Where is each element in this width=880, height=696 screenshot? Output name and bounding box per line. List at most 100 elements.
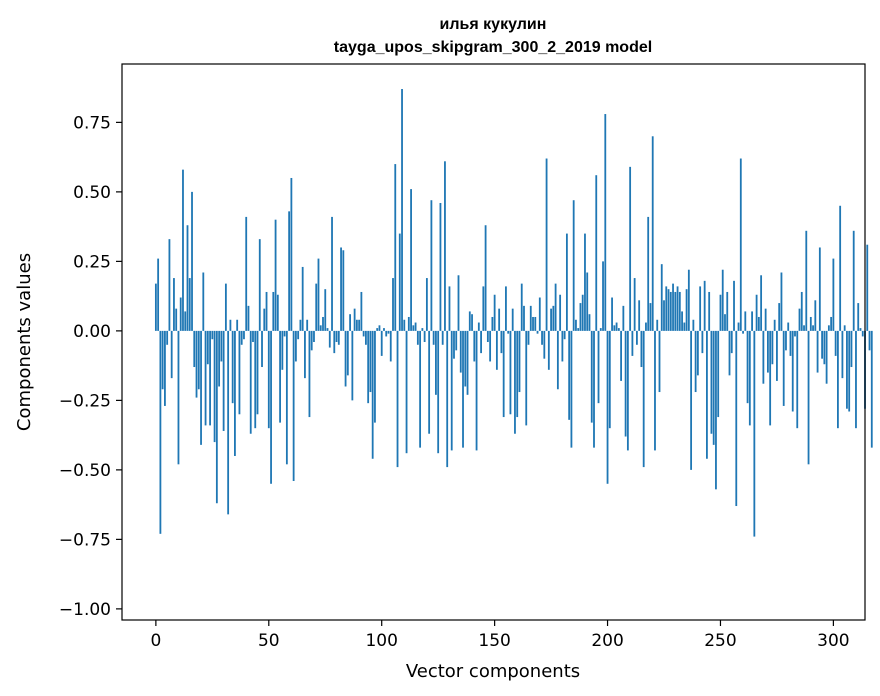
y-tick-label: −1.00 xyxy=(59,600,111,620)
bar xyxy=(229,319,232,331)
bar xyxy=(730,330,733,354)
bar xyxy=(861,330,864,337)
bar xyxy=(742,330,744,334)
bar xyxy=(441,330,444,345)
bar xyxy=(444,161,446,331)
bar xyxy=(803,325,805,331)
bar xyxy=(687,269,690,331)
bar xyxy=(622,305,625,331)
y-tick-label: −0.75 xyxy=(59,530,111,550)
bar xyxy=(821,330,823,359)
bar xyxy=(315,283,318,331)
bar xyxy=(243,330,245,340)
bar xyxy=(292,330,295,481)
bar xyxy=(170,330,173,379)
bar xyxy=(647,216,650,331)
bar xyxy=(848,330,851,412)
bar xyxy=(785,330,787,351)
bar xyxy=(349,314,351,331)
bar xyxy=(200,330,202,445)
bar xyxy=(376,328,379,331)
bar xyxy=(416,330,419,345)
bar xyxy=(787,322,790,331)
bar xyxy=(640,330,643,368)
bar xyxy=(563,330,566,340)
bar xyxy=(299,319,302,331)
bar xyxy=(807,330,810,465)
bar xyxy=(475,330,478,451)
bar xyxy=(706,330,708,459)
bar xyxy=(193,330,196,368)
bars-group xyxy=(154,89,873,537)
bar xyxy=(328,330,331,348)
bar xyxy=(425,278,428,331)
bar xyxy=(769,330,772,426)
bar xyxy=(696,330,699,376)
bar xyxy=(405,330,408,454)
bar xyxy=(486,330,489,342)
plot-frame xyxy=(121,63,866,621)
bar xyxy=(692,319,695,331)
x-axis-label: Vector components xyxy=(406,661,580,682)
bar xyxy=(733,280,735,331)
bar xyxy=(672,283,674,331)
bar xyxy=(252,330,254,342)
bar xyxy=(631,330,634,356)
bar xyxy=(843,325,846,331)
bar xyxy=(766,330,769,373)
bar xyxy=(757,316,760,331)
bar xyxy=(575,319,577,331)
bar xyxy=(173,278,175,331)
bar xyxy=(832,258,835,331)
bar xyxy=(527,330,530,345)
bar xyxy=(800,291,803,331)
bar xyxy=(398,233,401,331)
bar xyxy=(776,330,778,381)
bar xyxy=(565,233,568,331)
bar xyxy=(353,308,356,331)
bar xyxy=(319,325,322,331)
bar xyxy=(669,291,672,331)
bar xyxy=(755,294,758,331)
bar xyxy=(719,294,722,331)
bar xyxy=(602,261,604,331)
bar xyxy=(529,305,532,331)
bar xyxy=(477,322,480,331)
bar xyxy=(658,330,661,393)
bar xyxy=(279,330,281,423)
bar xyxy=(285,330,288,465)
bar xyxy=(830,316,833,331)
bar xyxy=(516,330,519,418)
bar xyxy=(383,328,385,331)
bar xyxy=(620,330,622,381)
bar xyxy=(561,330,564,362)
bar xyxy=(168,239,171,331)
bar xyxy=(480,330,482,354)
bar xyxy=(857,303,860,331)
chart-title-line1: илья кукулин xyxy=(440,16,547,33)
bar xyxy=(518,330,521,393)
bar xyxy=(401,89,403,331)
bar xyxy=(450,330,453,451)
x-tick-label: 150 xyxy=(478,631,510,651)
bar xyxy=(482,286,485,331)
bar xyxy=(258,239,261,331)
bar xyxy=(870,330,873,448)
x-tick-label: 300 xyxy=(817,631,849,651)
bar xyxy=(590,330,593,423)
bar xyxy=(342,250,345,331)
y-tick-label: 0.00 xyxy=(73,322,111,342)
bar xyxy=(468,311,471,331)
bar xyxy=(333,330,336,354)
y-axis-label: Components values xyxy=(14,253,35,431)
bar xyxy=(186,225,189,331)
bar xyxy=(340,247,342,331)
bar xyxy=(703,280,706,331)
bar xyxy=(473,330,476,362)
bar xyxy=(263,308,266,331)
bar xyxy=(778,303,781,331)
bar xyxy=(240,330,243,345)
bar xyxy=(304,330,306,379)
bar xyxy=(855,330,857,429)
